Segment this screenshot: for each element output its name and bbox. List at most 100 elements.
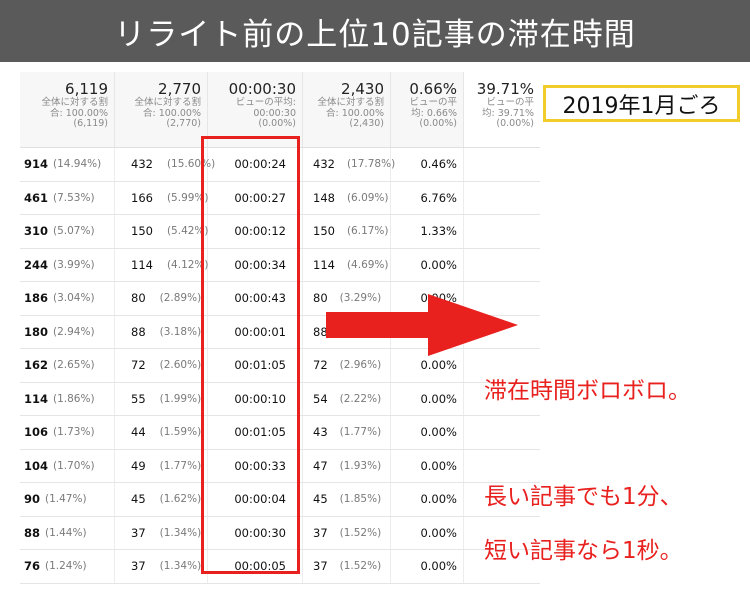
summary-cell-exit-rate[interactable]: 39.71% ビューの平 均: 39.71% (0.00%)	[464, 72, 540, 147]
entrances-value: 88	[313, 324, 328, 339]
entrances-cell: 150 (6.17%)	[303, 215, 391, 248]
avg-time-cell: 00:00:43	[208, 282, 303, 315]
entrances-value: 80	[313, 291, 328, 306]
table-row[interactable]: 244 (3.99%) 114 (4.12%) 00:00:34 114 (4.69%) 0.…	[20, 248, 540, 282]
summary-label: 全体に対する割	[317, 97, 384, 108]
avg-time-value: 00:00:34	[234, 257, 286, 272]
table-row[interactable]: 114 (1.86%) 55 (1.99%) 00:00:10 54 (2.22%) 0.00…	[20, 382, 540, 416]
pageviews-value: 104	[24, 458, 49, 473]
avg-time-value: 00:00:12	[234, 224, 286, 239]
table-row[interactable]: 104 (1.70%) 49 (1.77%) 00:00:33 47 (1.93%) 0.00…	[20, 449, 540, 483]
time-column-highlight	[201, 136, 300, 574]
summary-label: (2,770)	[166, 118, 201, 129]
summary-cell-entrances[interactable]: 2,430 全体に対する割 合: 100.00% (2,430)	[303, 72, 391, 147]
summary-label: (0.00%)	[496, 118, 534, 129]
unique-pageviews-value: 72	[131, 358, 146, 373]
bounce-rate-cell: 0.00%	[391, 382, 464, 415]
pageviews-value: 914	[24, 157, 49, 172]
entrances-percent: (1.93%)	[339, 459, 382, 472]
unique-pageviews-value: 37	[131, 559, 146, 574]
entrances-percent: (3.29%)	[339, 292, 382, 305]
avg-time-value: 00:00:01	[234, 324, 286, 339]
bounce-rate-cell: 0.00%	[391, 349, 464, 382]
summary-label: (0.00%)	[258, 118, 296, 129]
summary-value: 0.66%	[409, 80, 457, 98]
exit-rate-cell	[464, 416, 540, 449]
bounce-rate-value: 0.46%	[420, 157, 457, 172]
avg-time-cell: 00:01:05	[208, 416, 303, 449]
summary-header-row: 6,119 全体に対する割 合: 100.00% (6,119) 2,770 全…	[20, 72, 540, 148]
unique-pageviews-percent: (1.77%)	[159, 459, 202, 472]
avg-time-cell: 00:00:05	[208, 550, 303, 583]
entrances-value: 43	[313, 425, 328, 440]
entrances-value: 150	[313, 224, 335, 239]
bounce-rate-value: 0.00%	[420, 559, 457, 574]
summary-cell-avg-time[interactable]: 00:00:30 ビューの平均: 00:00:30 (0.00%)	[208, 72, 303, 147]
entrances-cell: 43 (1.77%)	[303, 416, 391, 449]
unique-pageviews-cell: 55 (1.99%)	[115, 382, 208, 415]
summary-label: ビューの平均:	[235, 97, 296, 108]
avg-time-value: 00:00:30	[234, 525, 286, 540]
bounce-rate-cell: 0.00%	[391, 449, 464, 482]
pageviews-value: 461	[24, 190, 49, 205]
summary-cell-bounce-rate[interactable]: 0.66% ビューの平 均: 0.66% (0.00%)	[391, 72, 464, 147]
right-arrow-icon	[326, 294, 518, 356]
entrances-value: 37	[313, 525, 328, 540]
entrances-value: 114	[313, 257, 335, 272]
pageviews-percent: (2.65%)	[53, 359, 95, 372]
pageviews-value: 310	[24, 224, 49, 239]
pageviews-cell: 310 (5.07%)	[20, 215, 115, 248]
unique-pageviews-value: 150	[131, 224, 153, 239]
table-row[interactable]: 461 (7.53%) 166 (5.99%) 00:00:27 148 (6.09%) 6.…	[20, 181, 540, 215]
bounce-rate-cell: 0.00%	[391, 550, 464, 583]
unique-pageviews-percent: (5.99%)	[166, 191, 209, 204]
avg-time-cell: 00:00:24	[208, 148, 303, 181]
avg-time-cell: 00:00:04	[208, 483, 303, 516]
pageviews-percent: (1.70%)	[53, 459, 95, 472]
summary-label: ビューの平	[486, 97, 534, 108]
bounce-rate-cell: 0.00%	[391, 416, 464, 449]
entrances-value: 54	[313, 391, 328, 406]
table-row[interactable]: 310 (5.07%) 150 (5.42%) 00:00:12 150 (6.17%) 1.…	[20, 215, 540, 249]
bounce-rate-value: 0.00%	[420, 358, 457, 373]
pageviews-value: 106	[24, 425, 49, 440]
entrances-percent: (6.09%)	[346, 191, 389, 204]
pageviews-percent: (1.24%)	[45, 560, 87, 573]
pageviews-value: 76	[24, 559, 41, 574]
table-row[interactable]: 914 (14.94%) 432 (15.60%) 00:00:24 432 (17.78%…	[20, 148, 540, 182]
date-badge: 2019年1月ごろ	[543, 85, 740, 122]
table-row[interactable]: 162 (2.65%) 72 (2.60%) 00:01:05 72 (2.96%) 0.00…	[20, 349, 540, 383]
avg-time-value: 00:00:33	[234, 458, 286, 473]
pageviews-percent: (14.94%)	[53, 158, 102, 171]
bounce-rate-cell: 0.00%	[391, 248, 464, 281]
entrances-value: 45	[313, 492, 328, 507]
table-row[interactable]: 76 (1.24%) 37 (1.34%) 00:00:05 37 (1.52%) 0.00%	[20, 550, 540, 584]
unique-pageviews-percent: (5.42%)	[166, 225, 209, 238]
pageviews-value: 162	[24, 358, 49, 373]
bounce-rate-value: 0.00%	[420, 425, 457, 440]
unique-pageviews-cell: 114 (4.12%)	[115, 248, 209, 281]
unique-pageviews-cell: 45 (1.62%)	[115, 483, 208, 516]
unique-pageviews-value: 49	[131, 458, 146, 473]
summary-cell-pageviews[interactable]: 6,119 全体に対する割 合: 100.00% (6,119)	[20, 72, 115, 147]
date-badge-label: 2019年1月ごろ	[562, 93, 721, 119]
table-row[interactable]: 88 (1.44%) 37 (1.34%) 00:00:30 37 (1.52%) 0.00%	[20, 516, 540, 550]
table-row[interactable]: 106 (1.73%) 44 (1.59%) 00:01:05 43 (1.77%) 0.00…	[20, 416, 540, 450]
summary-cell-unique-pageviews[interactable]: 2,770 全体に対する割 合: 100.00% (2,770)	[115, 72, 208, 147]
avg-time-value: 00:00:24	[234, 157, 286, 172]
entrances-percent: (4.69%)	[346, 258, 389, 271]
unique-pageviews-percent: (3.18%)	[159, 325, 202, 338]
pageviews-value: 180	[24, 324, 49, 339]
unique-pageviews-value: 55	[131, 391, 146, 406]
pageviews-percent: (1.73%)	[53, 426, 95, 439]
unique-pageviews-cell: 88 (3.18%)	[115, 315, 208, 348]
table-row[interactable]: 90 (1.47%) 45 (1.62%) 00:00:04 45 (1.85%) 0.00%	[20, 483, 540, 517]
unique-pageviews-value: 166	[131, 190, 153, 205]
entrances-cell: 148 (6.09%)	[303, 181, 391, 214]
title-banner: リライト前の上位10記事の滞在時間	[0, 0, 750, 62]
unique-pageviews-percent: (1.34%)	[159, 560, 202, 573]
summary-label: 00:00:30	[253, 107, 296, 119]
entrances-cell: 54 (2.22%)	[303, 382, 391, 415]
entrances-value: 72	[313, 358, 328, 373]
avg-time-cell: 00:01:05	[208, 349, 303, 382]
